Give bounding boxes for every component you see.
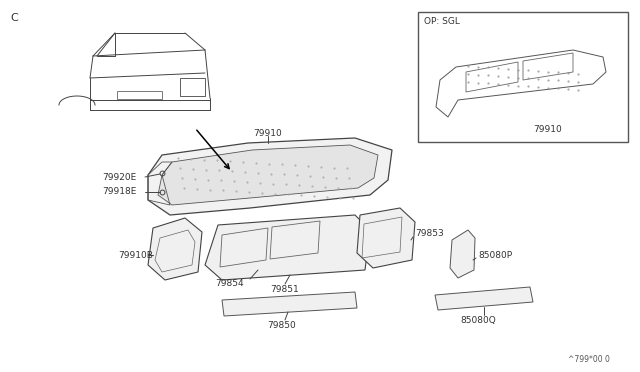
Polygon shape	[148, 138, 392, 215]
Text: 79910: 79910	[253, 128, 282, 138]
Polygon shape	[357, 208, 415, 268]
Polygon shape	[218, 255, 300, 276]
Bar	[180, 78, 205, 96]
Text: OP: SGL: OP: SGL	[424, 17, 460, 26]
Polygon shape	[205, 215, 370, 280]
Text: 85080P: 85080P	[478, 250, 512, 260]
Bar	[117, 91, 162, 99]
Polygon shape	[222, 292, 357, 316]
Text: ^799*00 0: ^799*00 0	[568, 356, 610, 365]
Text: 79854: 79854	[216, 279, 244, 288]
Polygon shape	[450, 230, 475, 278]
Text: 79918E: 79918E	[102, 187, 136, 196]
Text: 79910: 79910	[534, 125, 563, 135]
Text: 85080Q: 85080Q	[460, 315, 496, 324]
Text: 79910B: 79910B	[118, 250, 153, 260]
Text: 79853: 79853	[415, 230, 444, 238]
Bar	[418, 12, 628, 142]
Polygon shape	[158, 145, 378, 205]
Polygon shape	[435, 287, 533, 310]
Polygon shape	[148, 218, 202, 280]
Text: C: C	[10, 13, 18, 23]
Text: 79850: 79850	[268, 321, 296, 330]
Text: 79851: 79851	[271, 285, 300, 294]
Text: 79920E: 79920E	[102, 173, 136, 182]
